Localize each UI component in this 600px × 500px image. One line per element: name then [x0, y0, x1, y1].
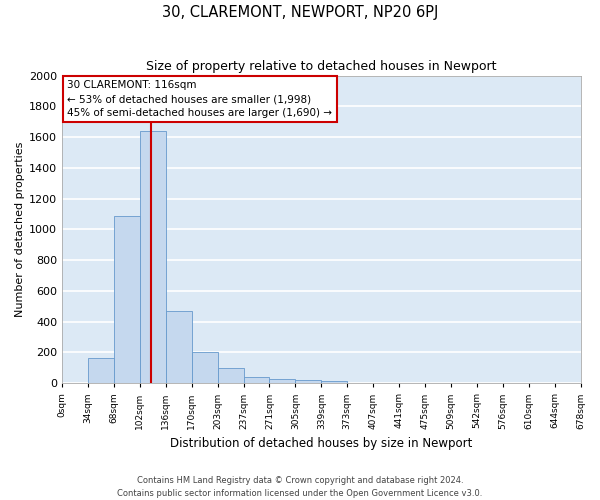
Bar	[244, 378, 269, 384]
Bar	[269, 380, 295, 384]
Bar	[218, 368, 244, 384]
Bar	[88, 358, 114, 384]
Title: Size of property relative to detached houses in Newport: Size of property relative to detached ho…	[146, 60, 497, 73]
X-axis label: Distribution of detached houses by size in Newport: Distribution of detached houses by size …	[170, 437, 473, 450]
Bar	[114, 216, 140, 384]
Bar	[192, 352, 218, 384]
Text: Contains HM Land Registry data © Crown copyright and database right 2024.
Contai: Contains HM Land Registry data © Crown c…	[118, 476, 482, 498]
Text: 30 CLAREMONT: 116sqm
← 53% of detached houses are smaller (1,998)
45% of semi-de: 30 CLAREMONT: 116sqm ← 53% of detached h…	[67, 80, 332, 118]
Bar	[295, 380, 322, 384]
Y-axis label: Number of detached properties: Number of detached properties	[15, 142, 25, 317]
Bar	[166, 311, 192, 384]
Bar	[140, 131, 166, 384]
Bar	[322, 381, 347, 384]
Text: 30, CLAREMONT, NEWPORT, NP20 6PJ: 30, CLAREMONT, NEWPORT, NP20 6PJ	[162, 5, 438, 20]
